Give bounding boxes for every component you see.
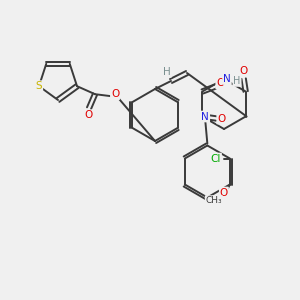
Text: Cl: Cl (211, 154, 221, 164)
Text: O: O (84, 110, 92, 120)
Text: O: O (239, 67, 248, 76)
Text: O: O (111, 89, 119, 99)
Text: H: H (233, 76, 241, 86)
Text: O: O (217, 113, 226, 124)
Text: S: S (36, 81, 42, 91)
Text: CH₃: CH₃ (206, 196, 222, 205)
Text: N: N (202, 112, 209, 122)
Text: N: N (223, 74, 231, 84)
Text: H: H (163, 67, 171, 77)
Text: O: O (216, 79, 224, 88)
Text: O: O (220, 188, 228, 197)
